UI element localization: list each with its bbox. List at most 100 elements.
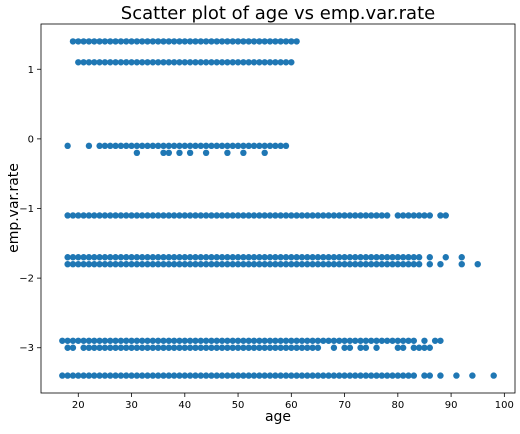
scatter-point (437, 261, 444, 268)
scatter-point (314, 254, 322, 261)
scatter-point (256, 59, 263, 66)
scatter-point (389, 337, 396, 344)
scatter-point (165, 149, 173, 156)
scatter-point (202, 254, 210, 261)
scatter-point (383, 212, 391, 219)
scatter-point (138, 372, 146, 379)
scatter-point (149, 142, 157, 150)
scatter-point (133, 372, 141, 379)
scatter-point (410, 337, 418, 344)
scatter-point (192, 38, 199, 45)
scatter-point (202, 149, 210, 156)
scatter-point (346, 212, 354, 219)
scatter-point (293, 372, 300, 379)
scatter-point (149, 212, 157, 219)
scatter-point (368, 337, 375, 344)
scatter-point (149, 337, 157, 344)
scatter-point (144, 212, 151, 219)
scatter-point (224, 212, 231, 219)
scatter-point (272, 344, 279, 351)
scatter-point (133, 254, 141, 261)
scatter-point (144, 254, 151, 261)
scatter-point (218, 254, 226, 261)
scatter-point (437, 372, 444, 379)
scatter-point (112, 59, 119, 66)
scatter-point (368, 261, 375, 268)
scatter-point (442, 254, 449, 261)
scatter-point (213, 344, 220, 351)
scatter-point (123, 142, 130, 150)
scatter-point (266, 142, 274, 150)
scatter-point (341, 254, 348, 261)
scatter-point (107, 337, 114, 344)
scatter-point (128, 38, 135, 45)
scatter-point (208, 344, 215, 351)
scatter-point (213, 254, 220, 261)
scatter-point (107, 212, 114, 219)
scatter-point (112, 344, 119, 351)
scatter-point (181, 38, 188, 45)
scatter-point (368, 254, 375, 261)
scatter-point (293, 254, 300, 261)
scatter-point (144, 142, 151, 150)
scatter-point (336, 254, 343, 261)
scatter-point (192, 261, 199, 268)
scatter-point (277, 254, 284, 261)
scatter-point (101, 59, 109, 66)
scatter-point (202, 344, 210, 351)
scatter-point (266, 372, 274, 379)
scatter-point (176, 212, 183, 219)
x-tick-label: 30 (125, 400, 138, 411)
scatter-point (346, 254, 354, 261)
scatter-point (378, 254, 386, 261)
y-tick-label: 0 (28, 134, 34, 145)
scatter-point (69, 254, 77, 261)
scatter-point (229, 254, 236, 261)
scatter-point (218, 59, 226, 66)
scatter-point (458, 261, 465, 268)
scatter-point (213, 142, 220, 150)
scatter-point (75, 59, 82, 66)
scatter-point (176, 59, 183, 66)
scatter-point (80, 261, 87, 268)
scatter-point (304, 372, 311, 379)
scatter-point (405, 254, 412, 261)
scatter-point (298, 212, 306, 219)
scatter-point (250, 344, 258, 351)
scatter-point (123, 59, 130, 66)
scatter-point (288, 254, 295, 261)
scatter-point (389, 372, 396, 379)
scatter-point (96, 59, 103, 66)
scatter-point (373, 337, 380, 344)
scatter-point (309, 254, 316, 261)
scatter-point (256, 212, 263, 219)
scatter-point (154, 38, 162, 45)
scatter-point (266, 337, 274, 344)
scatter-point (320, 337, 327, 344)
x-tick-label: 40 (178, 400, 191, 411)
scatter-point (160, 149, 167, 156)
scatter-point (213, 59, 220, 66)
scatter-point (240, 212, 247, 219)
scatter-point (181, 59, 188, 66)
scatter-point (490, 372, 497, 379)
scatter-point (117, 261, 125, 268)
scatter-point (240, 254, 247, 261)
scatter-point (314, 261, 322, 268)
scatter-point (277, 261, 284, 268)
scatter-point (91, 38, 98, 45)
scatter-point (154, 261, 162, 268)
scatter-point (250, 337, 258, 344)
scatter-point (394, 212, 402, 219)
scatter-point (218, 142, 226, 150)
scatter-point (160, 344, 167, 351)
scatter-point (362, 372, 370, 379)
scatter-point (181, 337, 188, 344)
scatter-point (224, 38, 231, 45)
scatter-point (368, 372, 375, 379)
scatter-point (399, 254, 407, 261)
scatter-point (181, 254, 188, 261)
scatter-point (245, 254, 252, 261)
scatter-point (341, 212, 348, 219)
scatter-point (261, 344, 268, 351)
